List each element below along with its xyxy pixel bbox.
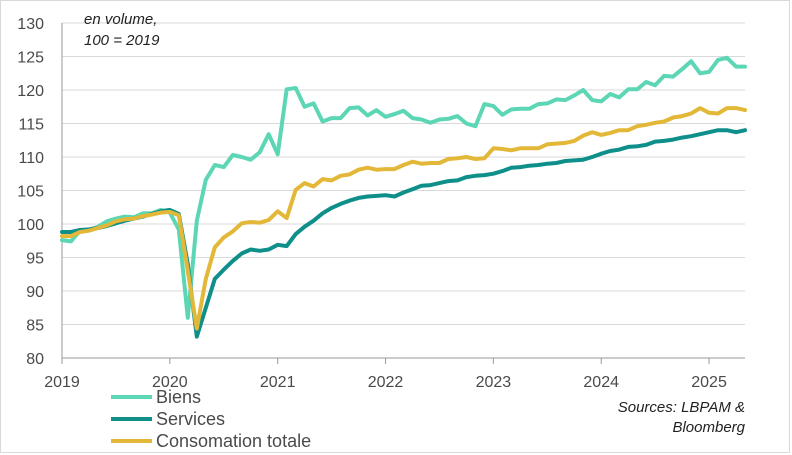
series-line-2 [60,106,747,331]
annotation-line-2: 100 = 2019 [84,32,160,49]
x-tick-label: 2024 [583,374,619,391]
y-tick-label: 125 [17,50,44,67]
y-tick-label: 95 [26,251,44,268]
x-tick-label: 2020 [152,374,188,391]
x-tick-label: 2025 [691,374,727,391]
x-tick-label: 2023 [476,374,512,391]
y-tick-label: 105 [17,184,44,201]
y-tick-label: 80 [26,351,44,368]
y-tick-label: 90 [26,284,44,301]
legend-label-1: Services [156,409,225,429]
y-tick-label: 120 [17,83,44,100]
y-tick-label: 85 [26,318,44,335]
series-line-0 [60,55,747,320]
x-tick-label: 2019 [44,374,80,391]
series-line-1 [60,128,747,339]
y-tick-label: 100 [17,217,44,234]
y-tick-label: 110 [18,150,44,167]
legend-label-0: Biens [156,387,201,407]
y-axis: 80 85 90 95 100 105 110 115 120 125 130 [17,16,44,368]
y-tick-label: 115 [18,117,44,134]
legend-label-2: Consomation totale [156,431,311,451]
series-lines [60,55,747,339]
x-axis: 2019 2020 2021 2022 2023 2024 2025 [44,23,745,391]
x-tick-label: 2022 [368,374,404,391]
source-line-2: Bloomberg [672,419,745,436]
x-tick-label: 2021 [260,374,296,391]
annotation-line-1: en volume, [84,11,157,28]
source-line-1: Sources: LBPAM & [618,399,745,416]
y-tick-label: 130 [17,16,44,33]
